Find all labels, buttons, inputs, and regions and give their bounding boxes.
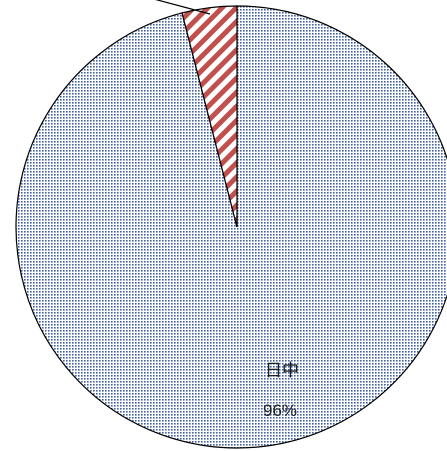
pie-slices <box>15 5 447 449</box>
pie-slice-0 <box>15 5 447 449</box>
pie-slice-1 <box>181 5 238 228</box>
leader-line <box>155 0 211 15</box>
slice-value-label-daytime: 96% <box>263 401 297 420</box>
slice-label-daytime: 日中 <box>265 361 299 380</box>
